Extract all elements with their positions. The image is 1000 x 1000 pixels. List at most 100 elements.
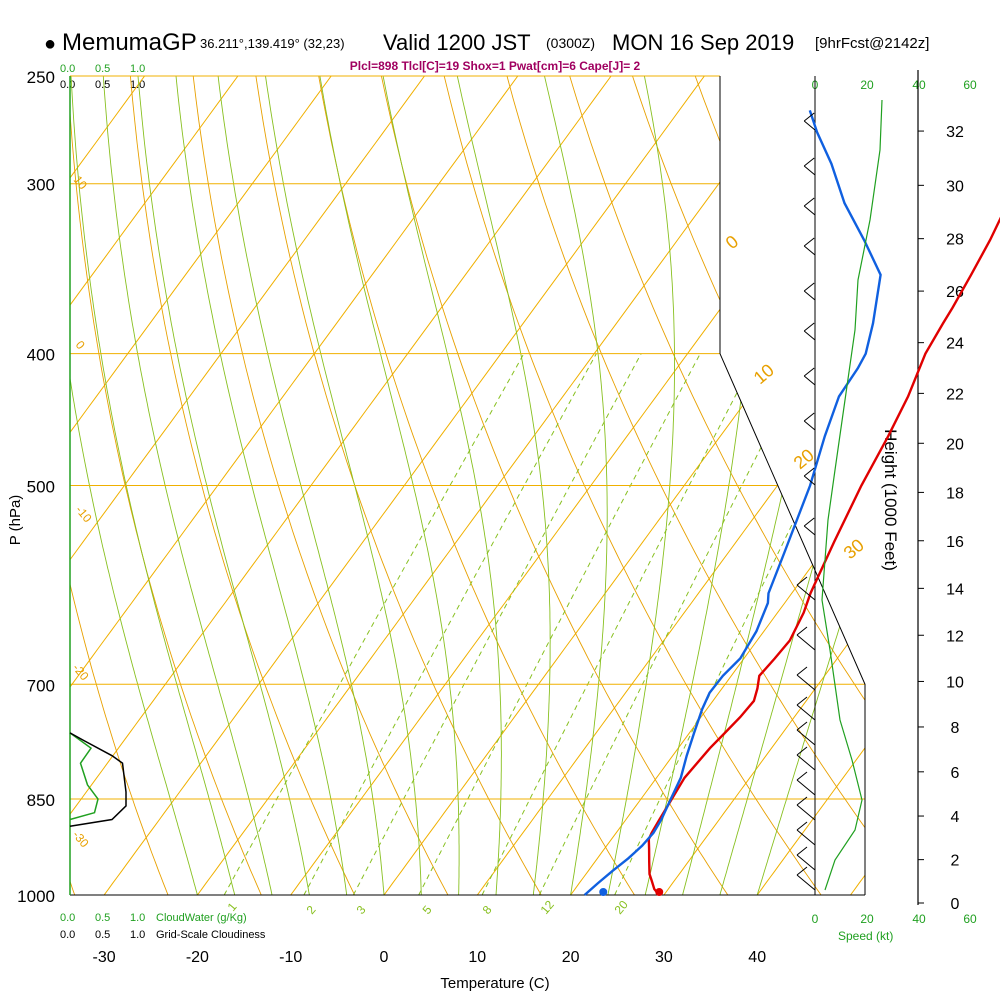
stability-indices: Plcl=898 Tlcl[C]=19 Shox=1 Pwat[cm]=6 Ca… <box>350 59 641 73</box>
temperature-tick-label: 30 <box>655 949 673 966</box>
pressure-tick-label: 400 <box>27 346 55 365</box>
mixing-ratio-label: 12 <box>538 897 558 916</box>
wind-barb-flag <box>803 282 815 292</box>
wind-barb-flag <box>803 157 815 167</box>
mixing-ratio-line <box>538 353 810 895</box>
wind-barb <box>796 576 816 601</box>
cloudwater-bottom-2: 1.0 <box>130 912 145 924</box>
isotherm-line <box>196 76 799 895</box>
speed-bottom-40: 40 <box>912 912 926 926</box>
wind-barb-shaft <box>796 584 816 601</box>
isotherm-line <box>103 76 705 895</box>
wind-barb-shaft <box>803 290 816 301</box>
wind-barb-shaft <box>803 205 816 216</box>
dry-adiabat-label: 10 <box>71 173 91 192</box>
wind-barb <box>796 846 816 871</box>
cloudiness-top-1: 0.5 <box>95 79 110 91</box>
cloudwater-top-2: 1.0 <box>130 63 145 75</box>
height-tick-label: 0 <box>951 896 960 913</box>
dry-adiabat-line <box>443 76 822 895</box>
pressure-tick-label: 250 <box>27 68 55 87</box>
wind-barb <box>803 517 816 536</box>
height-tick-label: 2 <box>951 853 960 870</box>
speed-bottom-20: 20 <box>860 912 874 926</box>
dry-adiabat-line <box>192 76 449 895</box>
height-axis-label: Height (1000 Feet) <box>881 429 900 571</box>
wind-barb-shaft <box>796 634 816 651</box>
dry-adiabat-line <box>506 76 865 895</box>
wind-barb-shaft <box>803 245 816 256</box>
height-tick-label: 30 <box>946 178 964 195</box>
wind-barb <box>803 157 816 176</box>
wind-barb <box>796 746 816 771</box>
dry-adiabat-line <box>318 76 635 895</box>
wind-barb <box>803 367 816 386</box>
wind-barb-flag <box>803 367 815 377</box>
wind-barb <box>796 866 816 891</box>
wind-barb <box>803 197 816 216</box>
valid-date: MON 16 Sep 2019 <box>612 30 794 55</box>
moist-adiabat-line <box>175 76 348 895</box>
dry-adiabat-line <box>70 76 262 895</box>
wind-barb <box>796 821 816 846</box>
temperature-profile-line <box>647 216 1000 896</box>
wind-barb-flag <box>796 721 808 731</box>
dry-adiabat-line <box>569 76 865 895</box>
surface-temperature-dot <box>655 888 664 896</box>
wind-barb-flag <box>796 626 808 636</box>
mixing-ratio-label: 20 <box>612 897 632 916</box>
height-tick-label: 32 <box>946 124 964 141</box>
height-tick-label: 14 <box>946 581 964 598</box>
wind-barb-flag <box>796 576 808 586</box>
dry-adiabat-line <box>380 76 729 895</box>
valid-utc: (0300Z) <box>546 35 595 51</box>
pressure-tick-label: 300 <box>27 176 55 195</box>
temperature-tick-label: 0 <box>380 949 389 966</box>
wind-barb-flag <box>803 412 815 422</box>
cloudiness-top-0: 0.0 <box>60 79 75 91</box>
moist-adiabat-line <box>70 76 198 895</box>
speed-top-40: 40 <box>912 78 926 92</box>
mixing-ratio-line <box>481 353 758 895</box>
wind-barb-flag <box>796 746 808 756</box>
pressure-tick-label: 850 <box>27 791 55 810</box>
pressure-tick-label: 700 <box>27 676 55 695</box>
cloudiness-bottom-1: 0.5 <box>95 929 110 941</box>
dewpoint-profile-line <box>583 110 882 896</box>
wind-barb-shaft <box>803 330 816 341</box>
wind-barb <box>803 282 816 301</box>
mixing-ratio-line <box>418 353 701 895</box>
wind-barb <box>796 796 816 821</box>
temperature-tick-label: -10 <box>279 949 302 966</box>
cloudiness-bottom-label: Grid-Scale Cloudiness <box>156 929 266 941</box>
height-tick-label: 16 <box>946 534 964 551</box>
isotherm-label: 10 <box>750 360 778 388</box>
wind-barb-shaft <box>803 165 816 176</box>
speed-bottom-0: 0 <box>812 912 819 926</box>
wind-barb <box>803 112 816 131</box>
height-tick-label: 28 <box>946 232 964 249</box>
mixing-ratio-label: 5 <box>420 903 435 917</box>
surface-dewpoint-dot <box>599 888 608 896</box>
cloudwater-top-1: 0.5 <box>95 63 110 75</box>
pressure-tick-label: 500 <box>27 478 55 497</box>
height-tick-label: 10 <box>946 674 964 691</box>
height-tick-label: 18 <box>946 485 964 502</box>
temperature-tick-label: 10 <box>468 949 486 966</box>
wind-barb <box>803 237 816 256</box>
height-tick-label: 20 <box>946 436 964 453</box>
wind-barb <box>796 771 816 796</box>
height-tick-label: 12 <box>946 628 964 645</box>
cloudiness-bottom-2: 1.0 <box>130 929 145 941</box>
isotherm-line <box>290 76 865 895</box>
speed-label: Speed (kt) <box>838 929 893 943</box>
height-tick-label: 4 <box>951 809 960 826</box>
moist-adiabat-line <box>544 76 608 895</box>
wind-barb-shaft <box>796 829 816 846</box>
isotherm-line <box>70 76 519 895</box>
plot-area <box>70 76 865 895</box>
wind-barb-flag <box>796 866 808 876</box>
wind-barb-flag <box>803 517 815 527</box>
isotherm-line <box>476 76 865 895</box>
